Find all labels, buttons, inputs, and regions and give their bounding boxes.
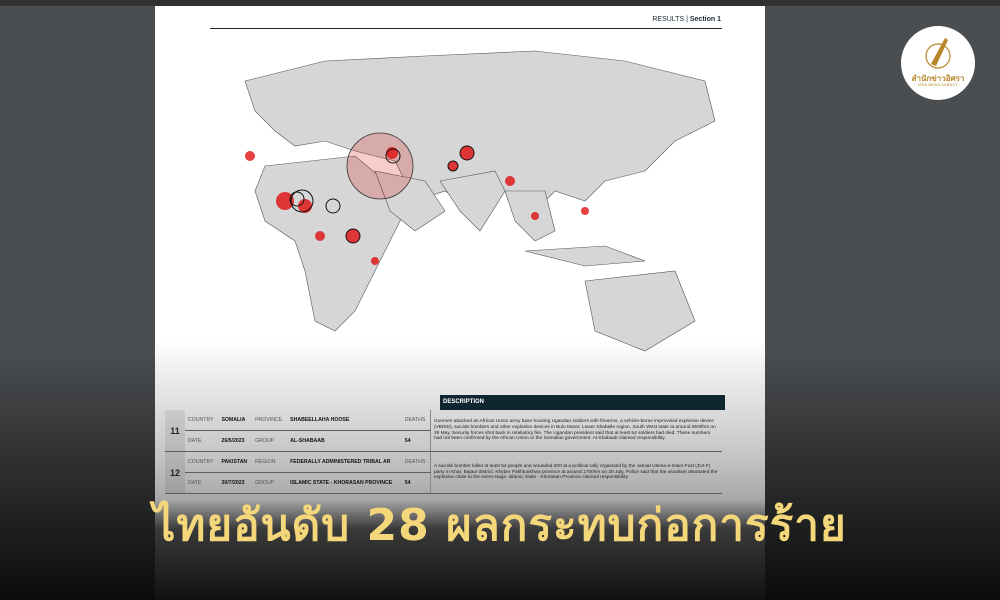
description-text: Gunmen attacked an African Union army ba… [430,410,722,452]
group-value: AL-SHABAAB [287,430,402,452]
attack-marker [276,192,294,210]
isra-news-logo: สำนักข่าวอิศรา ISRA NEWS AGENCY [901,26,975,100]
deaths-label: DEATHS [401,410,431,431]
logo-english-text: ISRA NEWS AGENCY [917,82,958,87]
country-label: COUNTRY [185,410,219,431]
region-label: PROVINCE [252,410,288,431]
incident-table: 11 COUNTRY SOMALIA PROVINCE SHABEELLAHA HOOS… [165,410,722,494]
deaths-label: DEATHS [401,451,431,473]
attack-marker [371,257,379,265]
top-bar [0,0,1000,6]
logo-thai-text: สำนักข่าวอิศรา [911,74,965,83]
deaths-value: 54 [401,430,431,452]
world-map [244,50,716,352]
region-value: SHABEELLAHA HOOSE [287,410,402,431]
section-header: RESULTS | Section 1 [652,16,721,23]
row-number: 11 [165,410,185,452]
date-label: DATE [185,472,219,494]
table-row: DATE 30/7/2023 GROUP ISLAMIC STATE - KHORAS… [165,472,722,494]
date-value: 30/7/2023 [218,472,253,494]
group-label: GROUP [252,472,288,494]
table-row: 11 COUNTRY SOMALIA PROVINCE SHABEELLAHA HOOS… [165,410,722,452]
australia [584,270,696,352]
attack-marker [448,161,458,171]
attack-marker [346,229,360,243]
region-label: REGION [252,451,288,473]
attack-marker-large [346,132,414,200]
description-text: A suicide bomber killed at least 54 peop… [430,451,722,494]
attack-marker [505,176,515,186]
region-value: FEDERALLY ADMINISTERED TRIBAL AR [287,451,402,473]
description-header: DESCRIPTION [440,395,725,410]
headline: ไทยอันดับ 28 ผลกระทบก่อการร้าย [153,500,847,551]
date-label: DATE [185,430,219,452]
country-value: SOMALIA [218,410,253,431]
row-number: 12 [165,451,185,494]
attack-marker [315,231,325,241]
country-value: PAKISTAN [218,451,253,473]
header-rule [210,28,722,29]
pen-nib-icon [925,38,951,69]
southeast-asia [504,190,556,242]
indonesia [524,245,646,267]
attack-marker [245,151,255,161]
arabia [374,170,446,232]
attack-marker [298,199,312,213]
table-row: DATE 26/5/2023 GROUP AL-SHABAAB 54 [165,430,722,452]
deaths-value: 54 [401,472,431,494]
attack-marker [460,146,474,160]
group-value: ISLAMIC STATE - KHORASAN PROVINCE [287,472,402,494]
document-page: RESULTS | Section 1 [155,6,765,600]
attack-marker [581,207,589,215]
group-label: GROUP [252,430,288,452]
attack-marker [531,212,539,220]
date-value: 26/5/2023 [218,430,253,452]
table-row: 12 COUNTRY PAKISTAN REGION FEDERALLY ADMINIS… [165,451,722,494]
country-label: COUNTRY [185,451,219,473]
india [439,170,506,232]
